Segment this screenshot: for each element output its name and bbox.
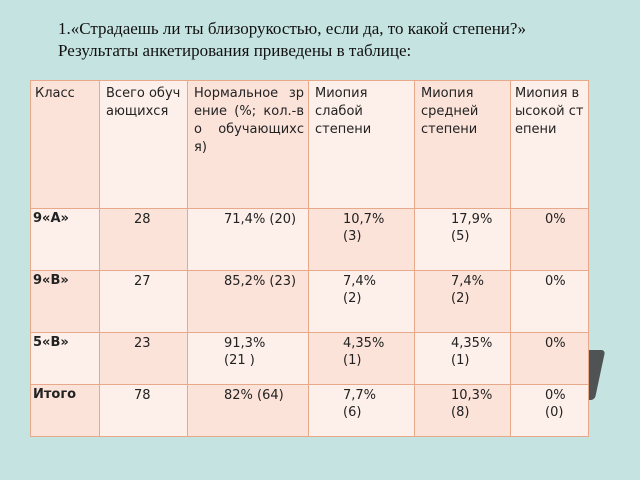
header-class: Класс xyxy=(30,80,100,209)
table-row: 5«В» 23 91,3% (21 ) 4,35% (1) 4,35% (1) … xyxy=(30,332,589,385)
survey-table: Класс Всего обучающихся Нормальное зрени… xyxy=(30,80,589,437)
row-total: 28 xyxy=(99,208,188,271)
row-class: 9«А» xyxy=(30,208,100,271)
header-total: Всего обучающихся xyxy=(99,80,188,209)
row-myopia-medium: 7,4% (2) xyxy=(414,270,511,333)
row-total: 78 xyxy=(99,384,188,437)
row-myopia-high: 0% xyxy=(510,270,589,333)
header-myopia-medium: Миопия средней степени xyxy=(414,80,511,209)
title-question: 1.«Страдаешь ли ты близорукостью, если д… xyxy=(58,19,526,38)
title-subtitle: Результаты анкетирования приведены в таб… xyxy=(58,41,412,60)
row-normal: 82% (64) xyxy=(187,384,309,437)
row-myopia-weak: 10,7% (3) xyxy=(308,208,415,271)
header-normal: Нормальное зрение (%; кол.-во обучающихс… xyxy=(187,80,309,209)
row-total: 23 xyxy=(99,332,188,385)
row-class: Итого xyxy=(30,384,100,437)
row-normal: 91,3% (21 ) xyxy=(187,332,309,385)
row-myopia-high: 0% xyxy=(510,332,589,385)
row-class: 5«В» xyxy=(30,332,100,385)
row-total: 27 xyxy=(99,270,188,333)
row-myopia-medium: 10,3% (8) xyxy=(414,384,511,437)
row-myopia-medium: 17,9% (5) xyxy=(414,208,511,271)
row-myopia-medium: 4,35% (1) xyxy=(414,332,511,385)
row-myopia-weak: 7,4% (2) xyxy=(308,270,415,333)
header-myopia-weak: Миопия слабой степени xyxy=(308,80,415,209)
header-myopia-high: Миопия высокой степени xyxy=(510,80,589,209)
row-myopia-weak: 4,35% (1) xyxy=(308,332,415,385)
table-header-row: Класс Всего обучающихся Нормальное зрени… xyxy=(30,80,589,209)
row-myopia-high: 0% (0) xyxy=(510,384,589,437)
row-class: 9«В» xyxy=(30,270,100,333)
row-normal: 71,4% (20) xyxy=(187,208,309,271)
row-myopia-high: 0% xyxy=(510,208,589,271)
table-row: 9«А» 28 71,4% (20) 10,7% (3) 17,9% (5) 0… xyxy=(30,208,589,271)
row-normal: 85,2% (23) xyxy=(187,270,309,333)
table-row-total: Итого 78 82% (64) 7,7% (6) 10,3% (8) 0% … xyxy=(30,384,589,437)
slide-title: 1.«Страдаешь ли ты близорукостью, если д… xyxy=(58,18,618,62)
row-myopia-weak: 7,7% (6) xyxy=(308,384,415,437)
table-row: 9«В» 27 85,2% (23) 7,4% (2) 7,4% (2) 0% xyxy=(30,270,589,333)
